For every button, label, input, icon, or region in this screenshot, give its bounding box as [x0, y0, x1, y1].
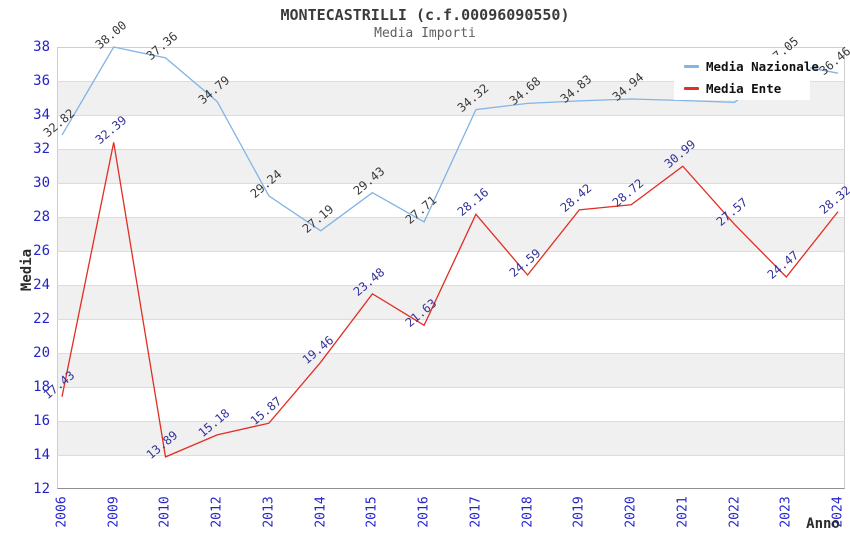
- gridline: [57, 217, 845, 218]
- gridline: [57, 183, 845, 184]
- legend-item-media-nazionale: Media Nazionale: [684, 58, 819, 76]
- y-tick-label: 36: [33, 73, 50, 89]
- legend-item-media-ente: Media Ente: [684, 80, 810, 98]
- y-tick-label: 18: [33, 379, 50, 395]
- series-line-media-nazionale: [61, 46, 839, 232]
- series-line-media-ente: [61, 142, 839, 458]
- line-swatch-icon: [684, 65, 699, 68]
- y-tick-label: 34: [33, 107, 50, 123]
- gridline: [57, 421, 845, 422]
- y-tick-label: 12: [33, 481, 50, 497]
- y-tick-label: 22: [33, 311, 50, 327]
- chart-subtitle: Media Importi: [374, 26, 476, 41]
- gridline: [57, 455, 845, 456]
- y-tick-label: 16: [33, 413, 50, 429]
- y-tick-label: 30: [33, 175, 50, 191]
- legend: Media Nazionale Media Ente: [674, 55, 819, 100]
- gridline: [57, 353, 845, 354]
- gridline: [57, 319, 845, 320]
- gridline: [57, 149, 845, 150]
- y-tick-label: 32: [33, 141, 50, 157]
- gridline: [57, 115, 845, 116]
- y-tick-label: 26: [33, 243, 50, 259]
- gridline: [57, 387, 845, 388]
- chart-title: MONTECASTRILLI (c.f.00096090550): [280, 6, 570, 24]
- gridline: [57, 251, 845, 252]
- y-tick-label: 20: [33, 345, 50, 361]
- y-tick-label: 28: [33, 209, 50, 225]
- line-swatch-icon: [684, 87, 699, 90]
- legend-label: Media Nazionale: [706, 59, 819, 74]
- gridline: [57, 285, 845, 286]
- gridline: [57, 81, 845, 82]
- legend-label: Media Ente: [706, 81, 782, 96]
- y-tick-label: 14: [33, 447, 50, 463]
- y-tick-label: 38: [33, 39, 50, 55]
- x-axis-title: Anno: [806, 516, 840, 532]
- y-tick-label: 24: [33, 277, 50, 293]
